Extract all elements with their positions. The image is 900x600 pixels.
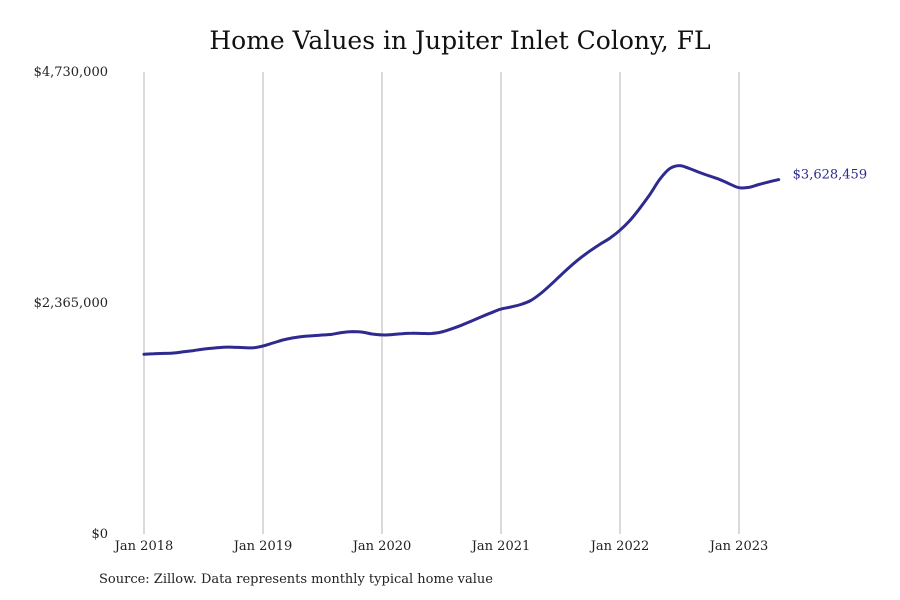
chart-title: Home Values in Jupiter Inlet Colony, FL <box>209 26 711 55</box>
x-tick-label: Jan 2019 <box>232 539 293 554</box>
x-axis: Jan 2018 Jan 2019 Jan 2020 Jan 2021 Jan 2022… <box>113 539 769 554</box>
y-tick-label: $4,730,000 <box>34 65 108 80</box>
x-tick-label: Jan 2021 <box>470 539 531 554</box>
x-tick-label: Jan 2022 <box>589 539 650 554</box>
last-value-label: $3,628,459 <box>793 168 867 183</box>
x-tick-label: Jan 2018 <box>113 539 174 554</box>
y-tick-label: $2,365,000 <box>34 296 108 311</box>
grid-lines <box>143 72 740 534</box>
source-note: Source: Zillow. Data represents monthly … <box>99 572 493 587</box>
y-tick-label: $0 <box>91 527 108 542</box>
y-axis: $0 $2,365,000 $4,730,000 <box>34 65 108 542</box>
x-tick-label: Jan 2020 <box>351 539 412 554</box>
series-line <box>142 164 781 356</box>
x-tick-label: Jan 2023 <box>708 539 769 554</box>
